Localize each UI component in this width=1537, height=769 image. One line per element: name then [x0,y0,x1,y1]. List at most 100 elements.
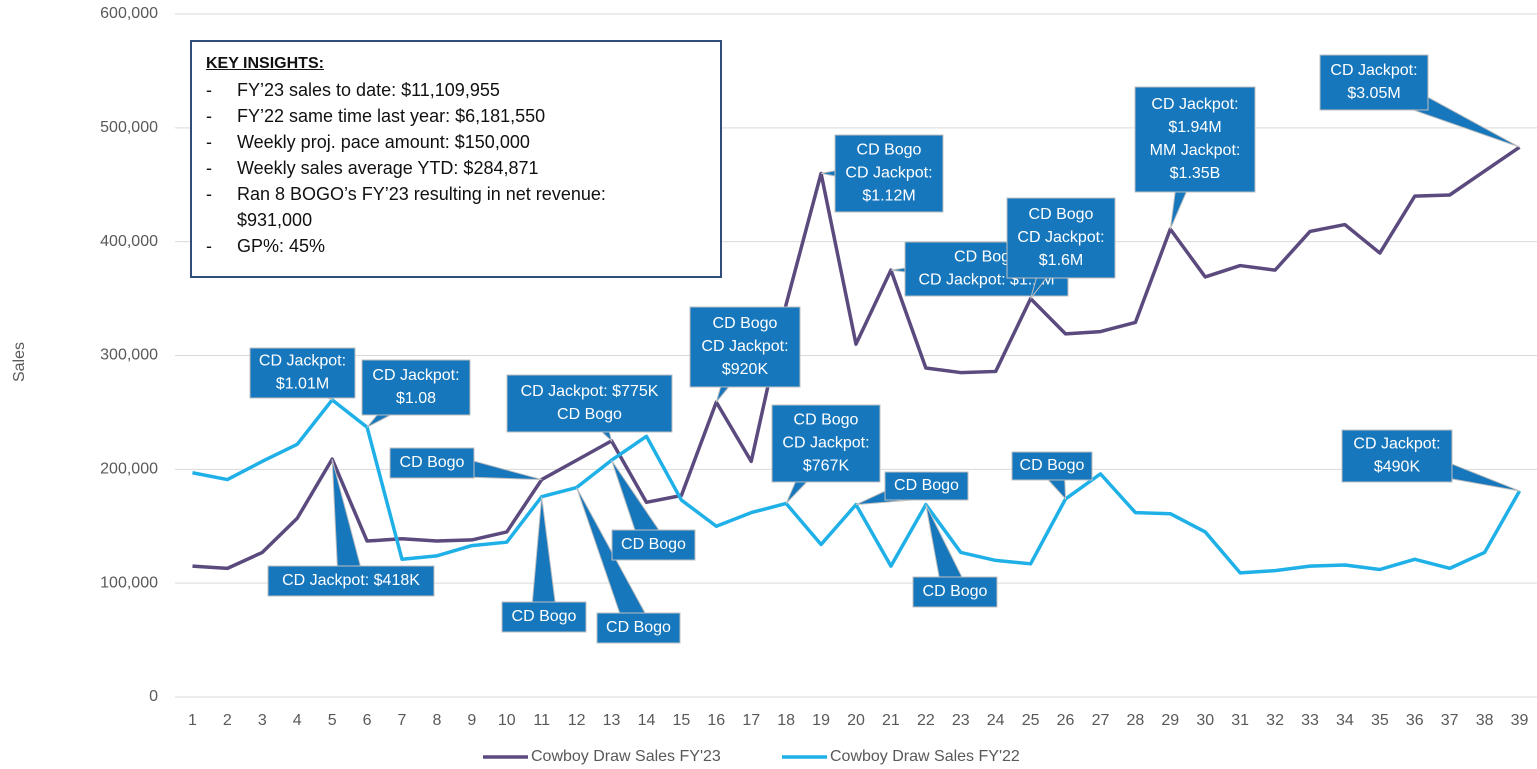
callout-text: $3.05M [1347,85,1400,102]
x-tick-label: 33 [1301,712,1319,729]
x-tick-label: 12 [568,712,586,729]
x-tick-label: 29 [1161,712,1179,729]
callout: CD Bogo [855,471,969,506]
callout-box [1319,54,1429,111]
y-tick-label: 500,000 [100,119,158,136]
x-tick-label: 24 [987,712,1005,729]
x-tick-label: 31 [1231,712,1249,729]
callout-box [249,347,356,399]
insight-item: - Weekly sales average YTD: $284,871 [206,155,706,181]
callout-text: $1.01M [276,376,329,393]
callout-box [1011,451,1093,481]
callout-box [834,134,944,213]
callout-box [389,447,475,479]
callout-text: MM Jackpot: [1150,142,1241,159]
insight-item: - FY’22 same time last year: $6,181,550 [206,103,706,129]
callout-text: $920K [722,361,769,378]
callout: CD Jackpot: $3.05M [1319,54,1520,148]
x-tick-label: 4 [293,712,302,729]
callout-text: CD Bogo [794,412,859,429]
x-tick-label: 35 [1371,712,1389,729]
x-tick-label: 17 [742,712,760,729]
bullet: - [206,236,212,256]
callout-box [596,612,681,644]
insight-text: FY’23 sales to date: $11,109,955 [237,80,500,100]
x-tick-label: 39 [1511,712,1529,729]
callout-text: CD Jackpot: [845,165,932,182]
x-tick-label: 19 [812,712,830,729]
callout-text: $1.35B [1170,165,1221,182]
x-tick-label: 34 [1336,712,1354,729]
callout-text: CD Bogo [512,608,577,625]
y-axis-label: Sales [11,342,28,382]
callout-pointer [530,496,558,618]
y-tick-label: 100,000 [100,574,158,591]
x-tick-label: 2 [223,712,232,729]
callout-box [506,374,673,433]
insight-item: - GP%: 45% [206,233,706,259]
x-tick-label: 5 [328,712,337,729]
callout-box [912,576,998,608]
x-tick-label: 15 [672,712,690,729]
x-tick-label: 13 [603,712,621,729]
x-tick-label: 11 [533,712,550,729]
callout: CD Bogo CD Jackpot: $920K [689,306,801,403]
x-tick-label: 32 [1266,712,1284,729]
callout-text: CD Bogo [557,406,622,423]
x-tick-label: 38 [1476,712,1494,729]
callout-text: CD Bogo [1029,206,1094,223]
callout-text: CD Jackpot: [1330,62,1417,79]
callout-box [771,404,881,483]
callout-text: CD Jackpot: [782,435,869,452]
callout: CD Bogo [389,447,542,481]
callout-box [501,601,587,633]
callout-box [1006,197,1116,279]
callout-text: CD Jackpot: [259,353,346,370]
x-tick-label: 27 [1092,712,1110,729]
insights-title: KEY INSIGHTS: [206,55,324,72]
callout-text: CD Jackpot: [701,338,788,355]
callout-box [611,529,696,561]
x-tick-label: 16 [707,712,725,729]
y-tick-label: 0 [149,688,158,705]
bullet: - [206,132,212,152]
callout-text: CD Jackpot: $775K [521,383,659,400]
x-tick-label: 8 [432,712,441,729]
callout-text: CD Bogo [857,142,922,159]
insight-item: - Weekly proj. pace amount: $150,000 [206,129,706,155]
legend-label: Cowboy Draw Sales FY'23 [531,748,721,765]
x-tick-label: 25 [1022,712,1040,729]
series-line [192,145,1521,571]
callout-text: CD Bogo [954,249,1019,266]
callout-text: CD Jackpot: [1017,229,1104,246]
x-tick-label: 20 [847,712,865,729]
callout: CD Jackpot: $775K CD Bogo [506,374,673,443]
callout: CD Bogo CD Jackpot: $1.12M [820,134,944,213]
callout-text: CD Jackpot: $418K [282,572,420,589]
callout: CD Jackpot: $1.08 [361,359,471,428]
callout-box [267,565,435,597]
bullet: - [206,80,212,100]
callout-text: CD Jackpot: [1353,436,1440,453]
callout: CD Bogo CD Jackpot: $1.6M [1006,197,1116,299]
insight-item: - FY’23 sales to date: $11,109,955 [206,77,706,103]
x-tick-label: 10 [498,712,516,729]
callout: CD Bogo [611,459,696,561]
callout: CD Jackpot: $418K [267,458,435,597]
callout-text: $1.12M [862,188,915,205]
insight-text: Weekly proj. pace amount: $150,000 [237,132,530,152]
bullet: - [206,106,212,126]
y-tick-label: 300,000 [100,347,158,364]
y-tick-label: 600,000 [100,5,158,22]
x-tick-label: 22 [917,712,935,729]
callout: CD Bogo [1011,451,1093,501]
insight-text: FY’22 same time last year: $6,181,550 [237,106,546,126]
insight-text: Ran 8 BOGO’s FY’23 resulting in net reve… [237,184,606,230]
x-tick-label: 37 [1441,712,1459,729]
x-tick-label: 30 [1196,712,1214,729]
callout-text: $490K [1374,459,1421,476]
callout: CD Bogo CD Jackpot: $767K [771,404,881,504]
bullet: - [206,184,212,204]
